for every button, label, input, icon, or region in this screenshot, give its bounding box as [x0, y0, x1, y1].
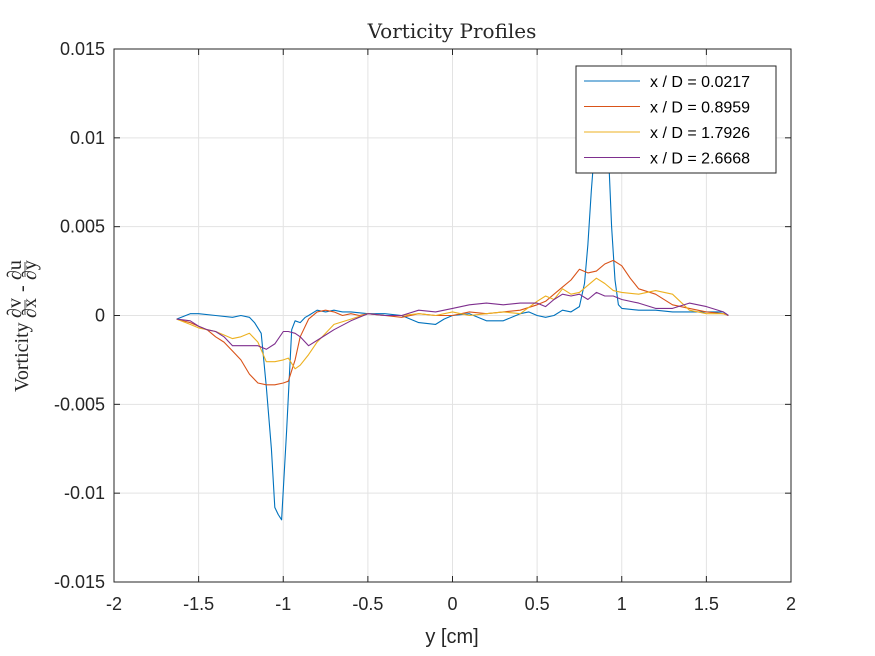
series-line-1 [176, 114, 729, 521]
y-tick-label: -0.015 [54, 572, 105, 592]
legend-label-1: x / D = 0.0217 [650, 74, 750, 91]
y-axis-label: Vorticity ∂v ∂x - ∂u ∂y [4, 260, 41, 392]
x-tick-label: 1.5 [694, 594, 719, 614]
series-line-2 [176, 259, 729, 386]
y-tick-label: 0.015 [60, 39, 105, 59]
y-tick-label: -0.01 [64, 483, 105, 503]
x-tick-label: 0.5 [525, 594, 550, 614]
legend-label-4: x / D = 2.6668 [650, 151, 750, 168]
legend-label-3: x / D = 1.7926 [650, 125, 750, 142]
x-axis-label: y [cm] [425, 626, 478, 648]
series-line-4 [176, 291, 729, 350]
y-tick-label: 0 [95, 306, 105, 326]
y-tick-label: 0.005 [60, 217, 105, 237]
x-tick-label: 0 [447, 594, 457, 614]
x-tick-label: -1 [275, 594, 291, 614]
series-line-3 [176, 277, 729, 370]
x-tick-label: -2 [106, 594, 122, 614]
y-axis-frac2-den: ∂y [19, 260, 41, 280]
legend-box [575, 65, 777, 174]
x-tick-label: 2 [786, 594, 796, 614]
ticks [113, 48, 792, 583]
y-tick-label: -0.005 [54, 394, 105, 414]
y-axis-minus: - [11, 280, 33, 297]
x-tick-labels: -2 -1.5 -1 -0.5 0 0.5 1 1.5 2 [106, 594, 796, 614]
x-tick-label: -1.5 [183, 594, 214, 614]
y-axis-label-prefix: Vorticity [11, 322, 33, 392]
y-axis-frac2-num: ∂u [4, 260, 26, 280]
y-tick-label: 0.01 [70, 128, 105, 148]
chart-title: Vorticity Profiles [367, 19, 537, 43]
y-tick-labels: -0.015 -0.01 -0.005 0 0.005 0.01 0.015 [54, 39, 105, 592]
legend: x / D = 0.0217 x / D = 0.8959 x / D = 1.79… [575, 65, 777, 174]
legend-label-2: x / D = 0.8959 [650, 100, 750, 117]
series-layer [176, 114, 729, 521]
x-tick-label: -0.5 [352, 594, 383, 614]
y-axis-frac1-num: ∂v [4, 298, 26, 318]
x-tick-label: 1 [617, 594, 627, 614]
y-axis-frac1-den: ∂x [19, 298, 41, 318]
